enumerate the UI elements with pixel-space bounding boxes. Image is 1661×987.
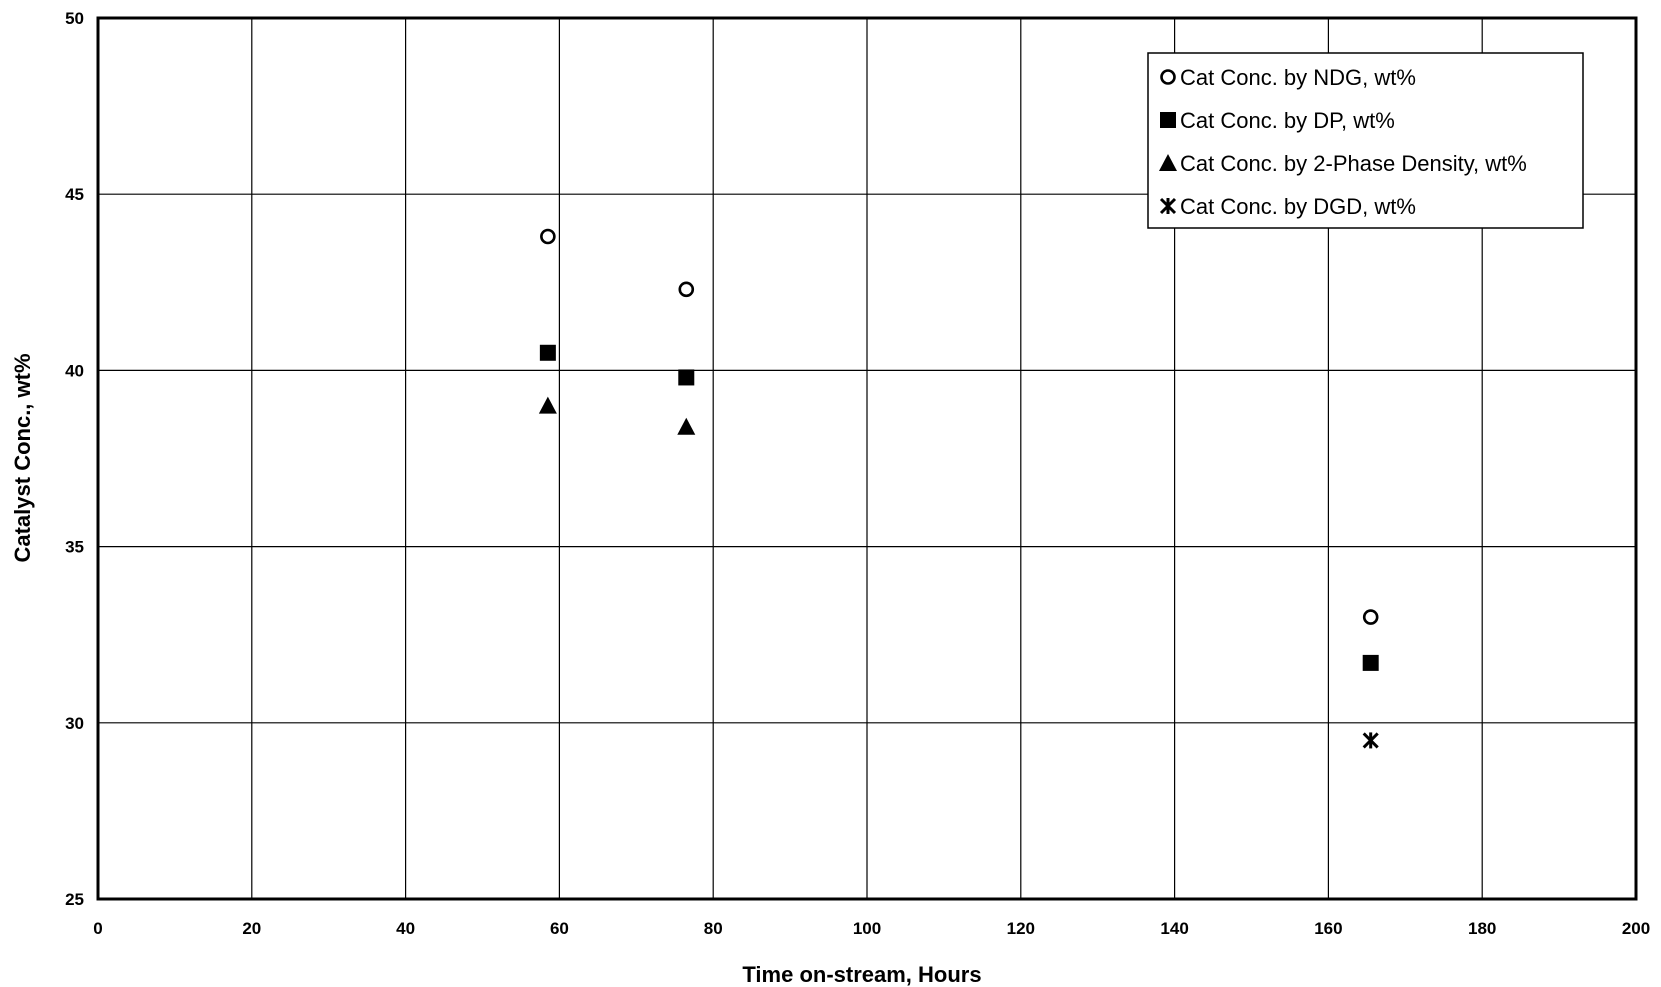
- data-point-series-2: [539, 344, 556, 361]
- data-point-series-4: [1362, 732, 1379, 749]
- data-point-series-2: [678, 369, 695, 386]
- data-point-series-2: [1362, 654, 1379, 671]
- x-axis-tick-labels: 0 20 40 60 80 100 120 140 160 180 200: [93, 919, 1650, 938]
- data-point-series-1: [1362, 609, 1379, 625]
- x-tick-label: 200: [1622, 919, 1650, 938]
- legend-label: Cat Conc. by 2-Phase Density, wt%: [1180, 151, 1527, 176]
- x-tick-label: 0: [93, 919, 102, 938]
- legend-marker: [1159, 197, 1177, 215]
- legend-marker: [1160, 112, 1176, 128]
- legend-marker: [1160, 69, 1176, 85]
- y-tick-label: 45: [65, 185, 84, 204]
- legend-entry: Cat Conc. by DGD, wt%: [1159, 194, 1416, 219]
- y-tick-label: 35: [65, 538, 84, 557]
- data-point-series-1: [540, 228, 556, 245]
- x-tick-label: 120: [1007, 919, 1035, 938]
- plot-area-frame: [96, 16, 1638, 901]
- y-tick-label: 30: [65, 714, 84, 733]
- data-point-series-3: [538, 396, 557, 414]
- x-tick-label: 60: [550, 919, 569, 938]
- legend-items: Cat Conc. by NDG, wt% Cat Conc. by DP, wt…: [1159, 65, 1527, 219]
- y-tick-label: 50: [65, 9, 84, 28]
- data-points: [538, 228, 1379, 749]
- legend-label: Cat Conc. by NDG, wt%: [1180, 65, 1416, 90]
- x-tick-label: 180: [1468, 919, 1496, 938]
- x-tick-label: 100: [853, 919, 881, 938]
- y-tick-label: 40: [65, 361, 84, 380]
- legend: Cat Conc. by NDG, wt% Cat Conc. by DP, wt…: [1147, 52, 1584, 229]
- x-tick-label: 20: [242, 919, 261, 938]
- data-point-series-3: [677, 417, 696, 435]
- legend-label: Cat Conc. by DGD, wt%: [1180, 194, 1416, 219]
- x-tick-label: 160: [1314, 919, 1342, 938]
- legend-label: Cat Conc. by DP, wt%: [1180, 108, 1395, 133]
- legend-marker: [1159, 154, 1177, 171]
- data-point-series-1: [678, 281, 695, 298]
- y-axis-title: Catalyst Conc., wt%: [10, 353, 35, 562]
- legend-box: [1147, 52, 1584, 229]
- x-tick-label: 40: [396, 919, 415, 938]
- legend-entry: Cat Conc. by DP, wt%: [1160, 108, 1395, 133]
- x-tick-label: 80: [704, 919, 723, 938]
- legend-entry: Cat Conc. by NDG, wt%: [1160, 65, 1416, 90]
- x-tick-label: 140: [1160, 919, 1188, 938]
- y-axis-tick-labels: 25 30 35 40 45 50: [65, 9, 84, 909]
- legend-entry: Cat Conc. by 2-Phase Density, wt%: [1159, 151, 1527, 176]
- y-tick-label: 25: [65, 890, 84, 909]
- x-axis-title: Time on-stream, Hours: [742, 962, 981, 987]
